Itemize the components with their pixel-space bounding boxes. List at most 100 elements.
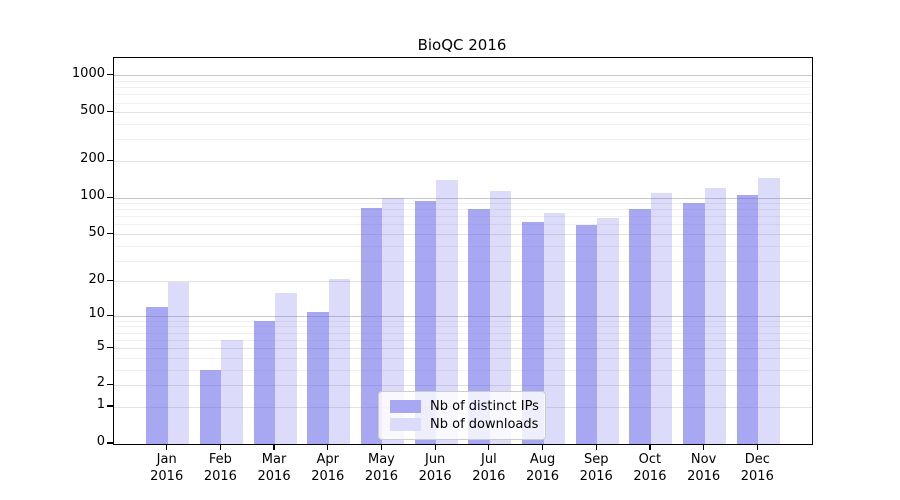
x-tick-label-nov-2016: Nov 2016 — [687, 452, 721, 484]
y-tick-mark-2 — [107, 383, 113, 386]
gridline-7 — [114, 332, 812, 334]
y-tick-mark-100 — [107, 196, 113, 198]
bar-downloads-jul-2016 — [489, 190, 512, 444]
x-tick-label-mar-2016: Mar 2016 — [257, 452, 291, 484]
bar-downloads-feb-2016 — [221, 340, 243, 444]
x-tick-label-sep-2016: Sep 2016 — [579, 452, 613, 484]
gridline-600 — [114, 102, 812, 104]
x-tick-mark-oct-2016 — [649, 444, 651, 450]
bar-distinct-ips-jan-2016 — [146, 307, 168, 444]
chart-title: BioQC 2016 — [417, 36, 507, 54]
bar-distinct-ips-nov-2016 — [683, 202, 705, 444]
y-tick-mark-1000 — [107, 74, 113, 76]
y-tick-label-5: 5 — [96, 338, 105, 354]
bar-distinct-ips-jun-2016 — [414, 201, 437, 444]
gridline-5 — [114, 348, 812, 350]
gridline-80 — [114, 209, 812, 211]
bar-distinct-ips-apr-2016 — [307, 311, 329, 444]
bar-distinct-ips-may-2016 — [360, 207, 383, 444]
x-tick-label-jun-2016: Jun 2016 — [418, 452, 452, 484]
bar-downloads-mar-2016 — [275, 293, 297, 444]
y-tick-label-1000: 1000 — [71, 65, 105, 81]
gridline-6 — [114, 339, 812, 341]
gridline-50 — [114, 234, 812, 236]
gridline-200 — [114, 160, 812, 162]
bar-downloads-may-2016 — [382, 197, 404, 444]
bar-downloads-jun-2016 — [436, 180, 458, 444]
legend-item-downloads: Nb of downloads — [390, 417, 545, 432]
x-tick-label-apr-2016: Apr 2016 — [311, 452, 345, 484]
bar-distinct-ips-jul-2016 — [468, 208, 490, 444]
x-tick-mark-feb-2016 — [219, 444, 221, 450]
gridline-20 — [114, 281, 812, 283]
legend-label-downloads: Nb of downloads — [430, 417, 539, 432]
x-tick-label-feb-2016: Feb 2016 — [203, 452, 237, 484]
x-tick-label-oct-2016: Oct 2016 — [633, 452, 667, 484]
gridline-2 — [114, 384, 812, 386]
bar-distinct-ips-oct-2016 — [629, 208, 651, 444]
gridline-9 — [114, 320, 812, 322]
bar-downloads-sep-2016 — [597, 218, 619, 444]
legend-swatch-distinct-ips — [390, 400, 421, 413]
y-tick-label-0: 0 — [96, 434, 105, 449]
gridline-900 — [114, 81, 812, 83]
gridline-90 — [114, 203, 812, 205]
bar-downloads-aug-2016 — [543, 213, 566, 444]
x-tick-label-jan-2016: Jan 2016 — [150, 452, 184, 484]
y-tick-label-100: 100 — [80, 188, 105, 204]
gridline-500 — [114, 112, 812, 114]
gridline-70 — [114, 216, 812, 218]
y-tick-mark-20 — [107, 280, 113, 282]
gridline-30 — [114, 260, 812, 262]
x-tick-label-dec-2016: Dec 2016 — [740, 452, 774, 484]
gridline-1000 — [114, 75, 812, 77]
x-tick-mark-apr-2016 — [327, 444, 329, 450]
y-tick-mark-500 — [107, 111, 113, 113]
y-tick-label-20: 20 — [88, 271, 105, 287]
x-tick-mark-nov-2016 — [703, 444, 705, 450]
bar-distinct-ips-mar-2016 — [253, 321, 276, 444]
x-tick-mark-dec-2016 — [756, 444, 758, 450]
y-tick-label-500: 500 — [80, 102, 105, 118]
x-tick-label-jul-2016: Jul 2016 — [472, 452, 506, 484]
gridline-10 — [114, 315, 812, 317]
y-tick-label-200: 200 — [80, 151, 105, 167]
x-tick-mark-may-2016 — [380, 444, 383, 450]
gridline-60 — [114, 224, 812, 226]
bar-downloads-apr-2016 — [328, 279, 351, 444]
x-tick-label-aug-2016: Aug 2016 — [525, 452, 560, 484]
y-tick-mark-200 — [107, 159, 113, 162]
bar-distinct-ips-dec-2016 — [736, 194, 759, 444]
legend-label-distinct-ips: Nb of distinct IPs — [430, 399, 539, 414]
x-tick-mark-jul-2016 — [488, 444, 490, 450]
y-tick-label-2: 2 — [96, 375, 105, 391]
bar-downloads-dec-2016 — [758, 178, 780, 444]
x-tick-label-may-2016: May 2016 — [364, 452, 398, 484]
plot-area — [113, 57, 813, 445]
x-tick-mark-mar-2016 — [273, 444, 275, 450]
bar-downloads-nov-2016 — [704, 187, 727, 444]
gridline-300 — [114, 139, 812, 141]
y-tick-label-10: 10 — [88, 306, 105, 322]
x-tick-mark-sep-2016 — [595, 444, 597, 450]
gridline-40 — [114, 245, 812, 247]
y-tick-label-50: 50 — [88, 224, 105, 240]
gridline-3 — [114, 369, 812, 371]
bar-distinct-ips-feb-2016 — [199, 370, 222, 444]
y-tick-mark-5 — [107, 346, 113, 349]
gridline-400 — [114, 124, 812, 126]
gridline-700 — [114, 94, 812, 96]
gridline-4 — [114, 357, 812, 359]
x-tick-mark-aug-2016 — [541, 444, 544, 450]
gridline-100 — [114, 197, 812, 199]
gridline-8 — [114, 326, 812, 328]
y-tick-label-1: 1 — [96, 397, 105, 413]
bar-distinct-ips-sep-2016 — [575, 224, 598, 444]
gridline-800 — [114, 87, 812, 89]
y-tick-mark-10 — [107, 314, 113, 316]
y-tick-mark-50 — [107, 232, 113, 235]
legend: Nb of distinct IPs Nb of downloads — [378, 391, 546, 440]
x-tick-mark-jun-2016 — [434, 444, 436, 450]
y-tick-mark-1 — [107, 405, 113, 407]
